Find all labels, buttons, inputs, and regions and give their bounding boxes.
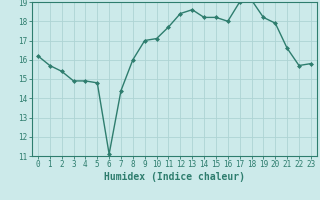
- X-axis label: Humidex (Indice chaleur): Humidex (Indice chaleur): [104, 172, 245, 182]
